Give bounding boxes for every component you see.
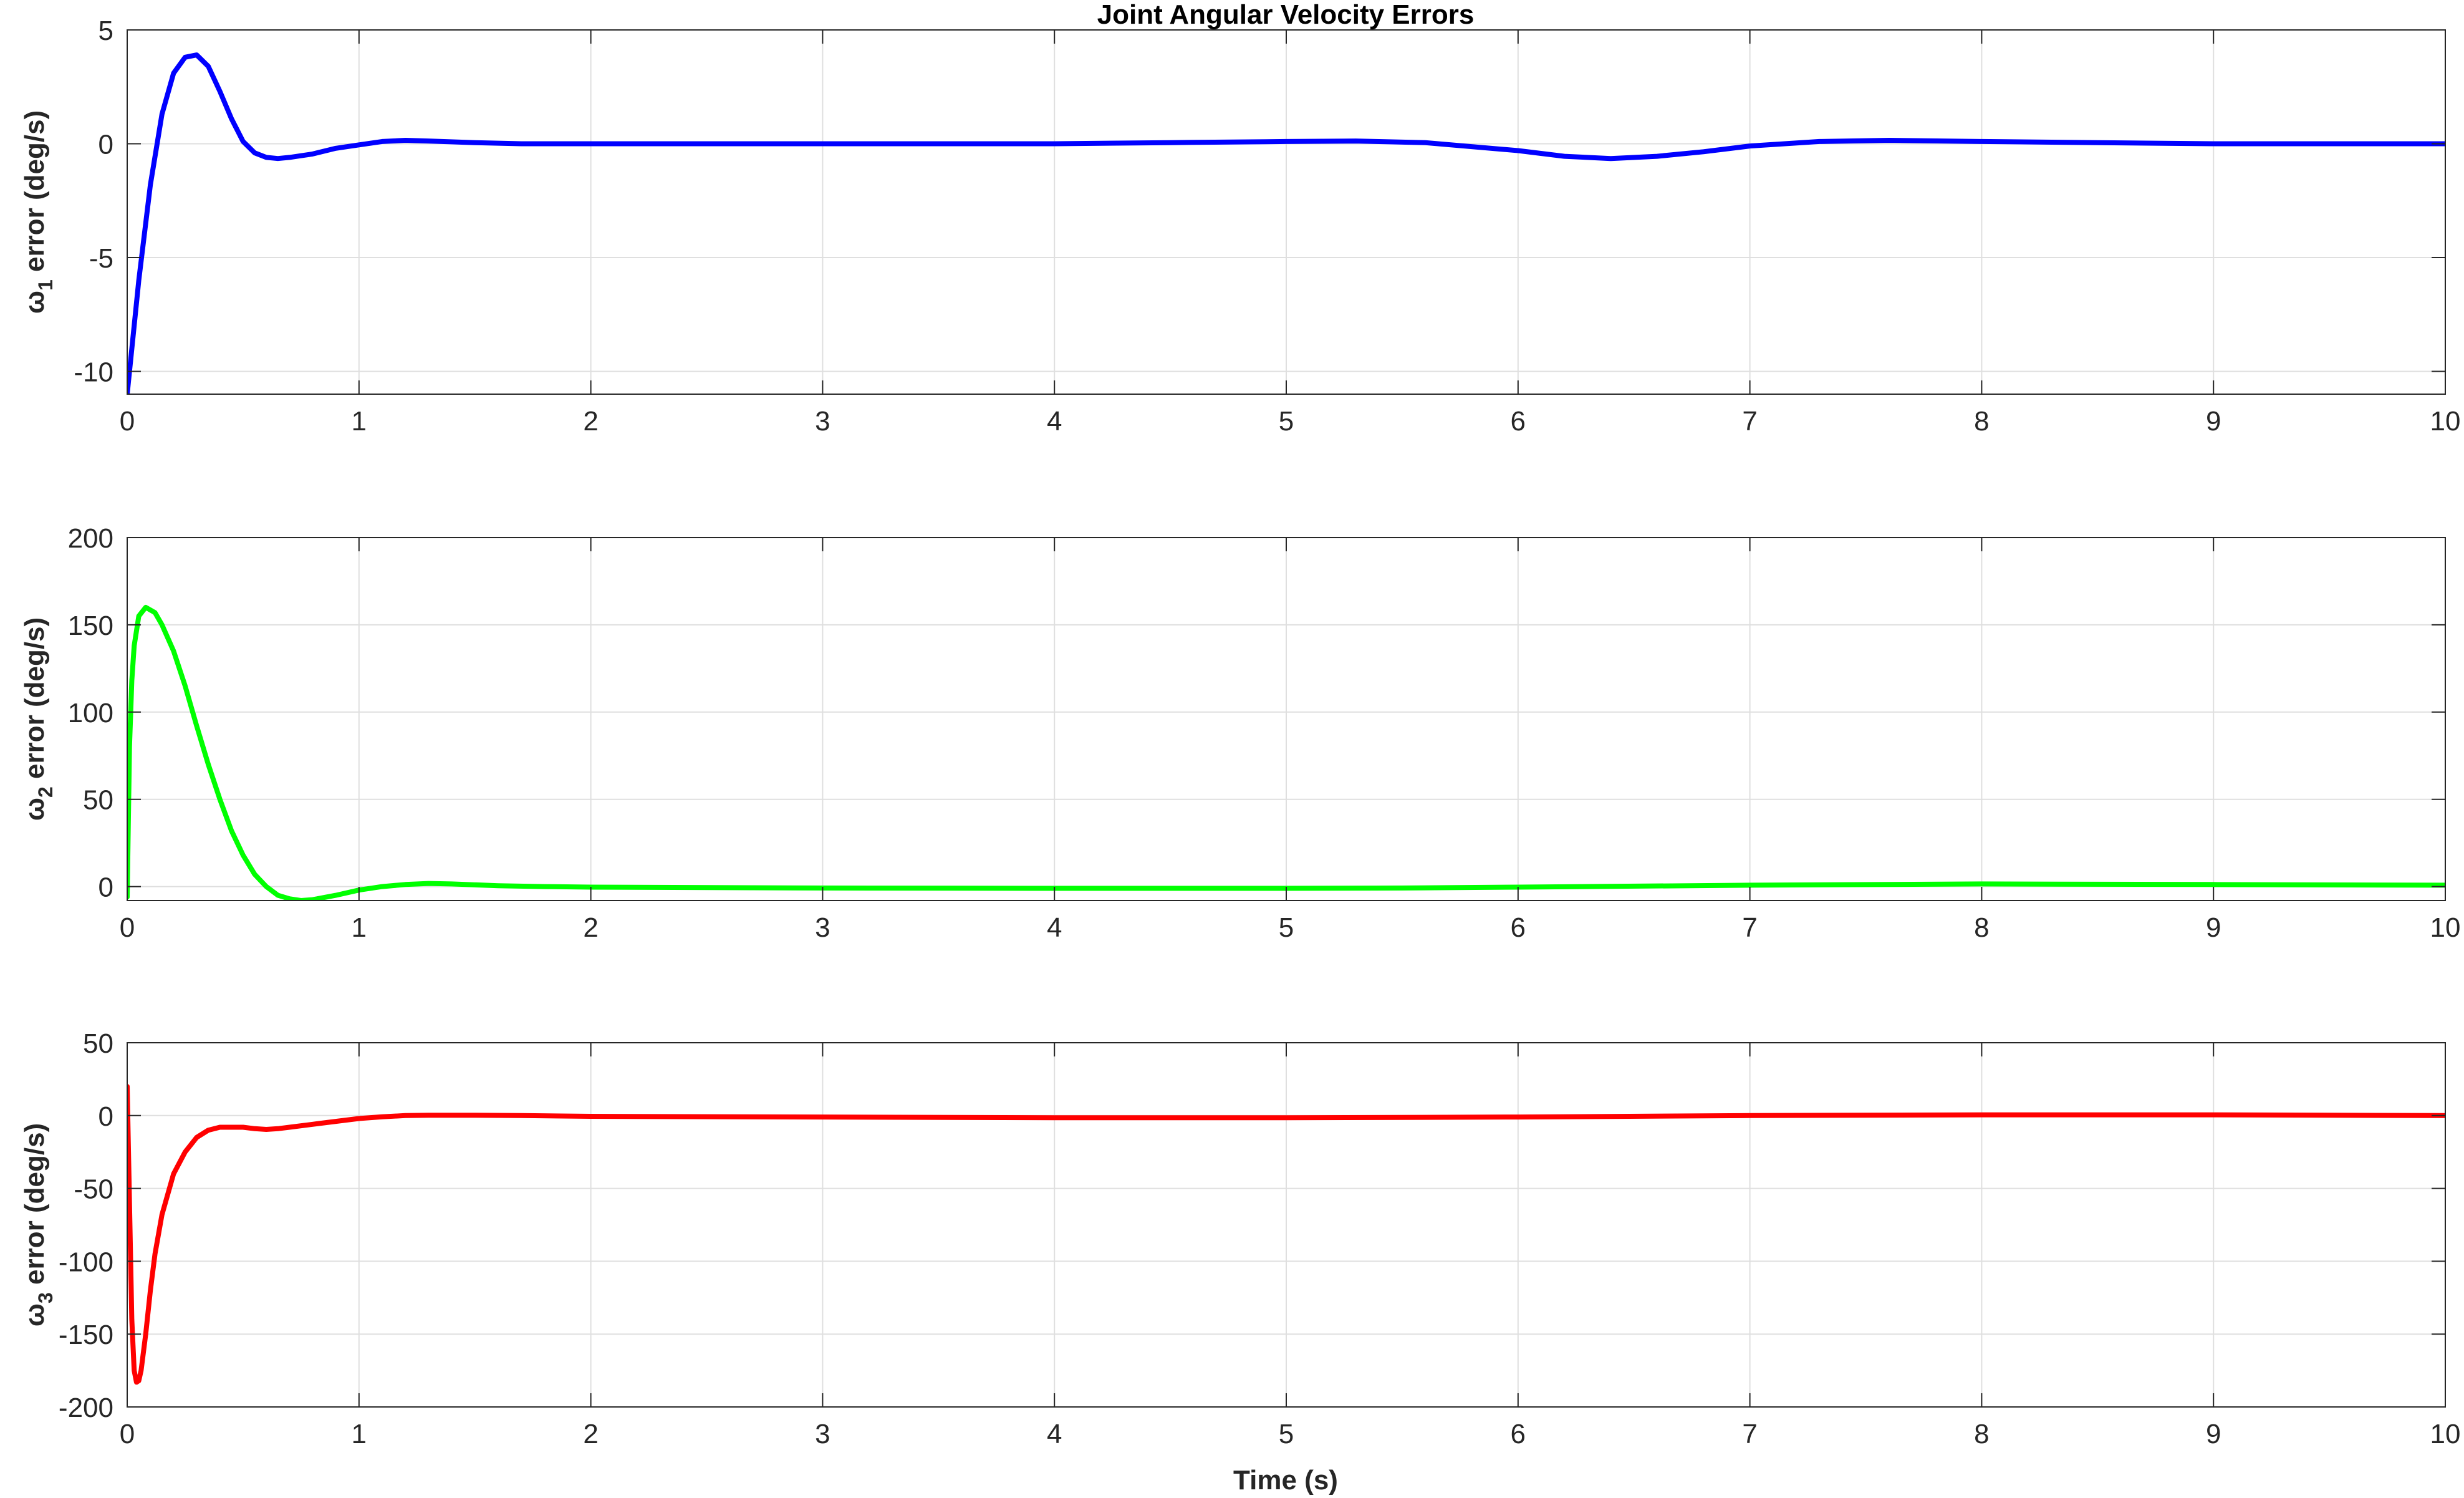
y-axis-label-text: error (deg/s) (19, 1123, 50, 1292)
series-line (127, 52, 2445, 394)
y-axis-label-symbol: ω (19, 1303, 50, 1326)
x-tick-label: 6 (1511, 406, 1526, 437)
y-tick-label: 0 (99, 1101, 113, 1132)
x-tick-label: 8 (1974, 406, 1989, 437)
y-tick-label: -5 (89, 243, 113, 274)
y-tick-label: -50 (74, 1174, 113, 1205)
x-tick-label: 10 (2430, 406, 2461, 437)
x-tick-label: 9 (2206, 1419, 2221, 1449)
x-tick-label: 1 (352, 1419, 367, 1449)
x-tick-label: 3 (815, 1419, 830, 1449)
y-tick-label: 150 (68, 611, 113, 641)
figure-title: Joint Angular Velocity Errors (1097, 0, 1475, 30)
x-tick-label: 5 (1279, 1419, 1294, 1449)
x-tick-label: 7 (1742, 1419, 1757, 1449)
y-tick-label: 200 (68, 523, 113, 554)
y-tick-label: 50 (83, 1028, 113, 1059)
x-tick-label: 2 (583, 912, 598, 943)
x-tick-label: 10 (2430, 912, 2461, 943)
series-line (127, 1084, 2445, 1385)
y-axis-label-subscript: 2 (34, 786, 57, 798)
y-tick-label: -100 (59, 1247, 113, 1277)
y-tick-label: 100 (68, 698, 113, 728)
x-tick-label: 6 (1511, 1419, 1526, 1449)
x-tick-label: 1 (352, 912, 367, 943)
y-axis-label-symbol: ω (19, 798, 50, 821)
y-tick-label: -10 (74, 357, 113, 388)
x-tick-label: 0 (120, 1419, 135, 1449)
x-tick-label: 8 (1974, 912, 1989, 943)
y-axis-label: ω1 error (deg/s) (19, 110, 57, 314)
series-line (127, 604, 2445, 901)
x-tick-label: 0 (120, 912, 135, 943)
x-tick-label: 3 (815, 912, 830, 943)
x-tick-label: 5 (1279, 406, 1294, 437)
x-tick-label: 9 (2206, 406, 2221, 437)
x-tick-label: 3 (815, 406, 830, 437)
x-tick-label: 6 (1511, 912, 1526, 943)
x-tick-label: 2 (583, 406, 598, 437)
y-axis-label-text: error (deg/s) (19, 110, 50, 279)
x-tick-label: 4 (1047, 912, 1062, 943)
x-tick-label: 10 (2430, 1419, 2461, 1449)
y-tick-label: -150 (59, 1320, 113, 1350)
y-tick-label: 50 (83, 785, 113, 816)
y-axis-label-subscript: 3 (34, 1292, 57, 1303)
y-tick-label: 0 (99, 130, 113, 160)
x-tick-label: 5 (1279, 912, 1294, 943)
y-axis-label-text: error (deg/s) (19, 617, 50, 786)
x-tick-label: 7 (1742, 912, 1757, 943)
y-axis-label: ω3 error (deg/s) (19, 1123, 57, 1326)
y-axis-label-symbol: ω (19, 291, 50, 314)
x-tick-label: 4 (1047, 1419, 1062, 1449)
y-axis-label: ω2 error (deg/s) (19, 617, 57, 821)
x-tick-label: 9 (2206, 912, 2221, 943)
x-tick-label: 7 (1742, 406, 1757, 437)
x-tick-label: 8 (1974, 1419, 1989, 1449)
x-tick-label: 1 (352, 406, 367, 437)
y-axis-label-subscript: 1 (34, 279, 57, 291)
x-tick-label: 2 (583, 1419, 598, 1449)
y-tick-label: 5 (99, 16, 113, 46)
x-axis-label: Time (s) (1233, 1465, 1338, 1496)
y-tick-label: 0 (99, 872, 113, 903)
y-tick-label: -200 (59, 1393, 113, 1423)
x-tick-label: 4 (1047, 406, 1062, 437)
x-tick-label: 0 (120, 406, 135, 437)
